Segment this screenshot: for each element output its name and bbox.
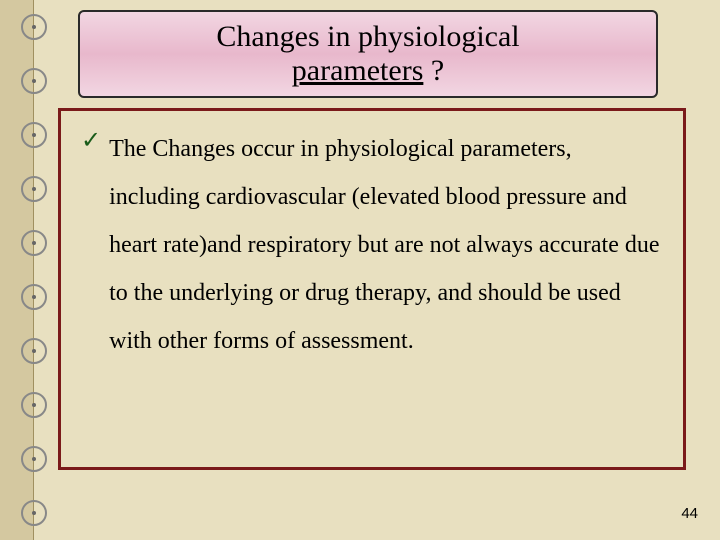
ring-icon	[21, 68, 47, 94]
ring-icon	[21, 446, 47, 472]
ring-icon	[21, 338, 47, 364]
title-underline-word: parameters	[292, 54, 424, 87]
ring-icon	[21, 284, 47, 310]
slide: Changes in physiological parameters ? ✓ …	[0, 0, 720, 540]
slide-title: Changes in physiological parameters ?	[216, 20, 519, 89]
page-number: 44	[681, 505, 698, 522]
ring-icon	[21, 14, 47, 40]
ring-icon	[21, 500, 47, 526]
ring-icon	[21, 392, 47, 418]
bullet-item: ✓ The Changes occur in physiological par…	[81, 125, 663, 365]
title-rest: ?	[431, 54, 444, 87]
check-icon: ✓	[81, 125, 101, 159]
title-box: Changes in physiological parameters ?	[78, 10, 658, 98]
title-line1: Changes in physiological	[216, 20, 519, 53]
ring-icon	[21, 176, 47, 202]
ring-icon	[21, 230, 47, 256]
binder-rings	[21, 0, 47, 540]
content-box: ✓ The Changes occur in physiological par…	[58, 108, 686, 470]
body-text: The Changes occur in physiological param…	[109, 125, 663, 365]
ring-icon	[21, 122, 47, 148]
